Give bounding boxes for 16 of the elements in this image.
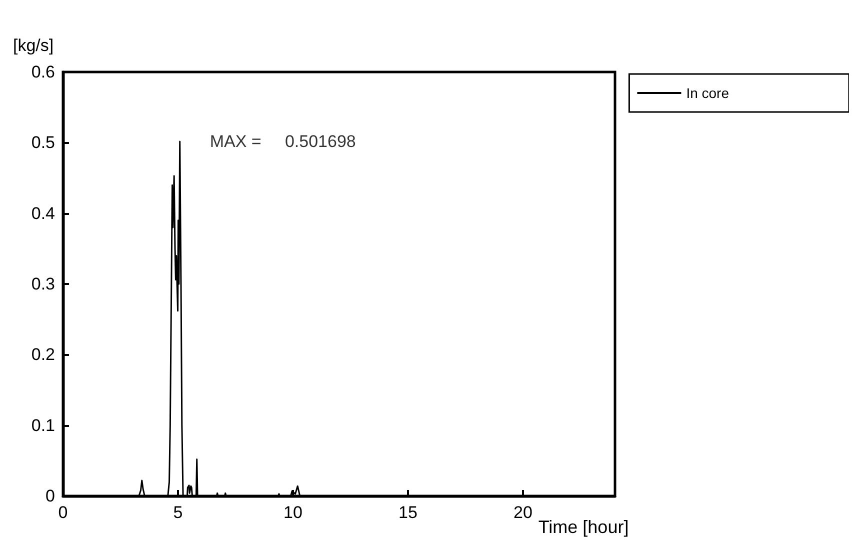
x-tick-label: 15 bbox=[398, 503, 418, 522]
x-tick-label: 10 bbox=[284, 503, 302, 522]
y-tick-label: 0.1 bbox=[31, 416, 55, 435]
y-tick-label: 0 bbox=[46, 486, 55, 506]
x-axis-title: Time [hour] bbox=[538, 517, 629, 537]
x-tick-label: 20 bbox=[514, 503, 532, 522]
y-tick-label: 0.4 bbox=[31, 204, 55, 223]
annotation: MAX = 0.501698 bbox=[210, 132, 356, 151]
y-tick-label: 0.6 bbox=[31, 62, 55, 82]
y-axis-title: [kg/s] bbox=[13, 36, 54, 55]
x-tick-label: 0 bbox=[58, 503, 68, 522]
y-tick-label: 0.5 bbox=[31, 133, 55, 152]
x-tick-label: 5 bbox=[173, 503, 183, 522]
y-tick-label: 0.2 bbox=[31, 345, 55, 364]
legend-label: In core bbox=[686, 85, 730, 101]
y-tick-label: 0.3 bbox=[31, 274, 55, 294]
